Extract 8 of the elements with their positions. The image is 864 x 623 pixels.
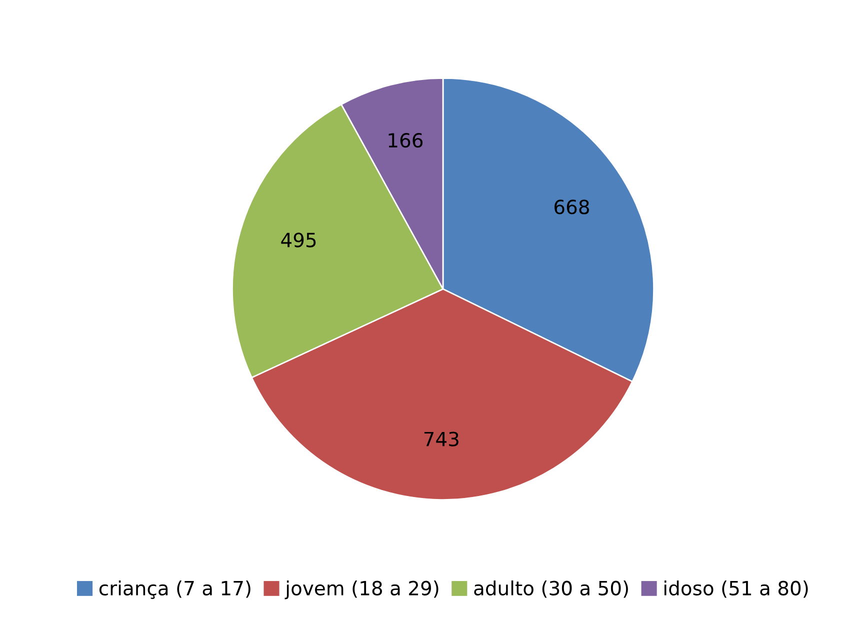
- legend-label: criança (7 a 17): [99, 580, 250, 599]
- data-label: 668: [554, 200, 589, 214]
- legend-label: adulto (30 a 50): [474, 580, 628, 598]
- data-label: 743: [424, 432, 458, 446]
- legend-label: jovem (18 a 29): [284, 580, 438, 600]
- data-label: 495: [281, 232, 316, 248]
- legend-label: idoso (51 a 80): [664, 580, 808, 598]
- data-label: 166: [388, 132, 423, 148]
